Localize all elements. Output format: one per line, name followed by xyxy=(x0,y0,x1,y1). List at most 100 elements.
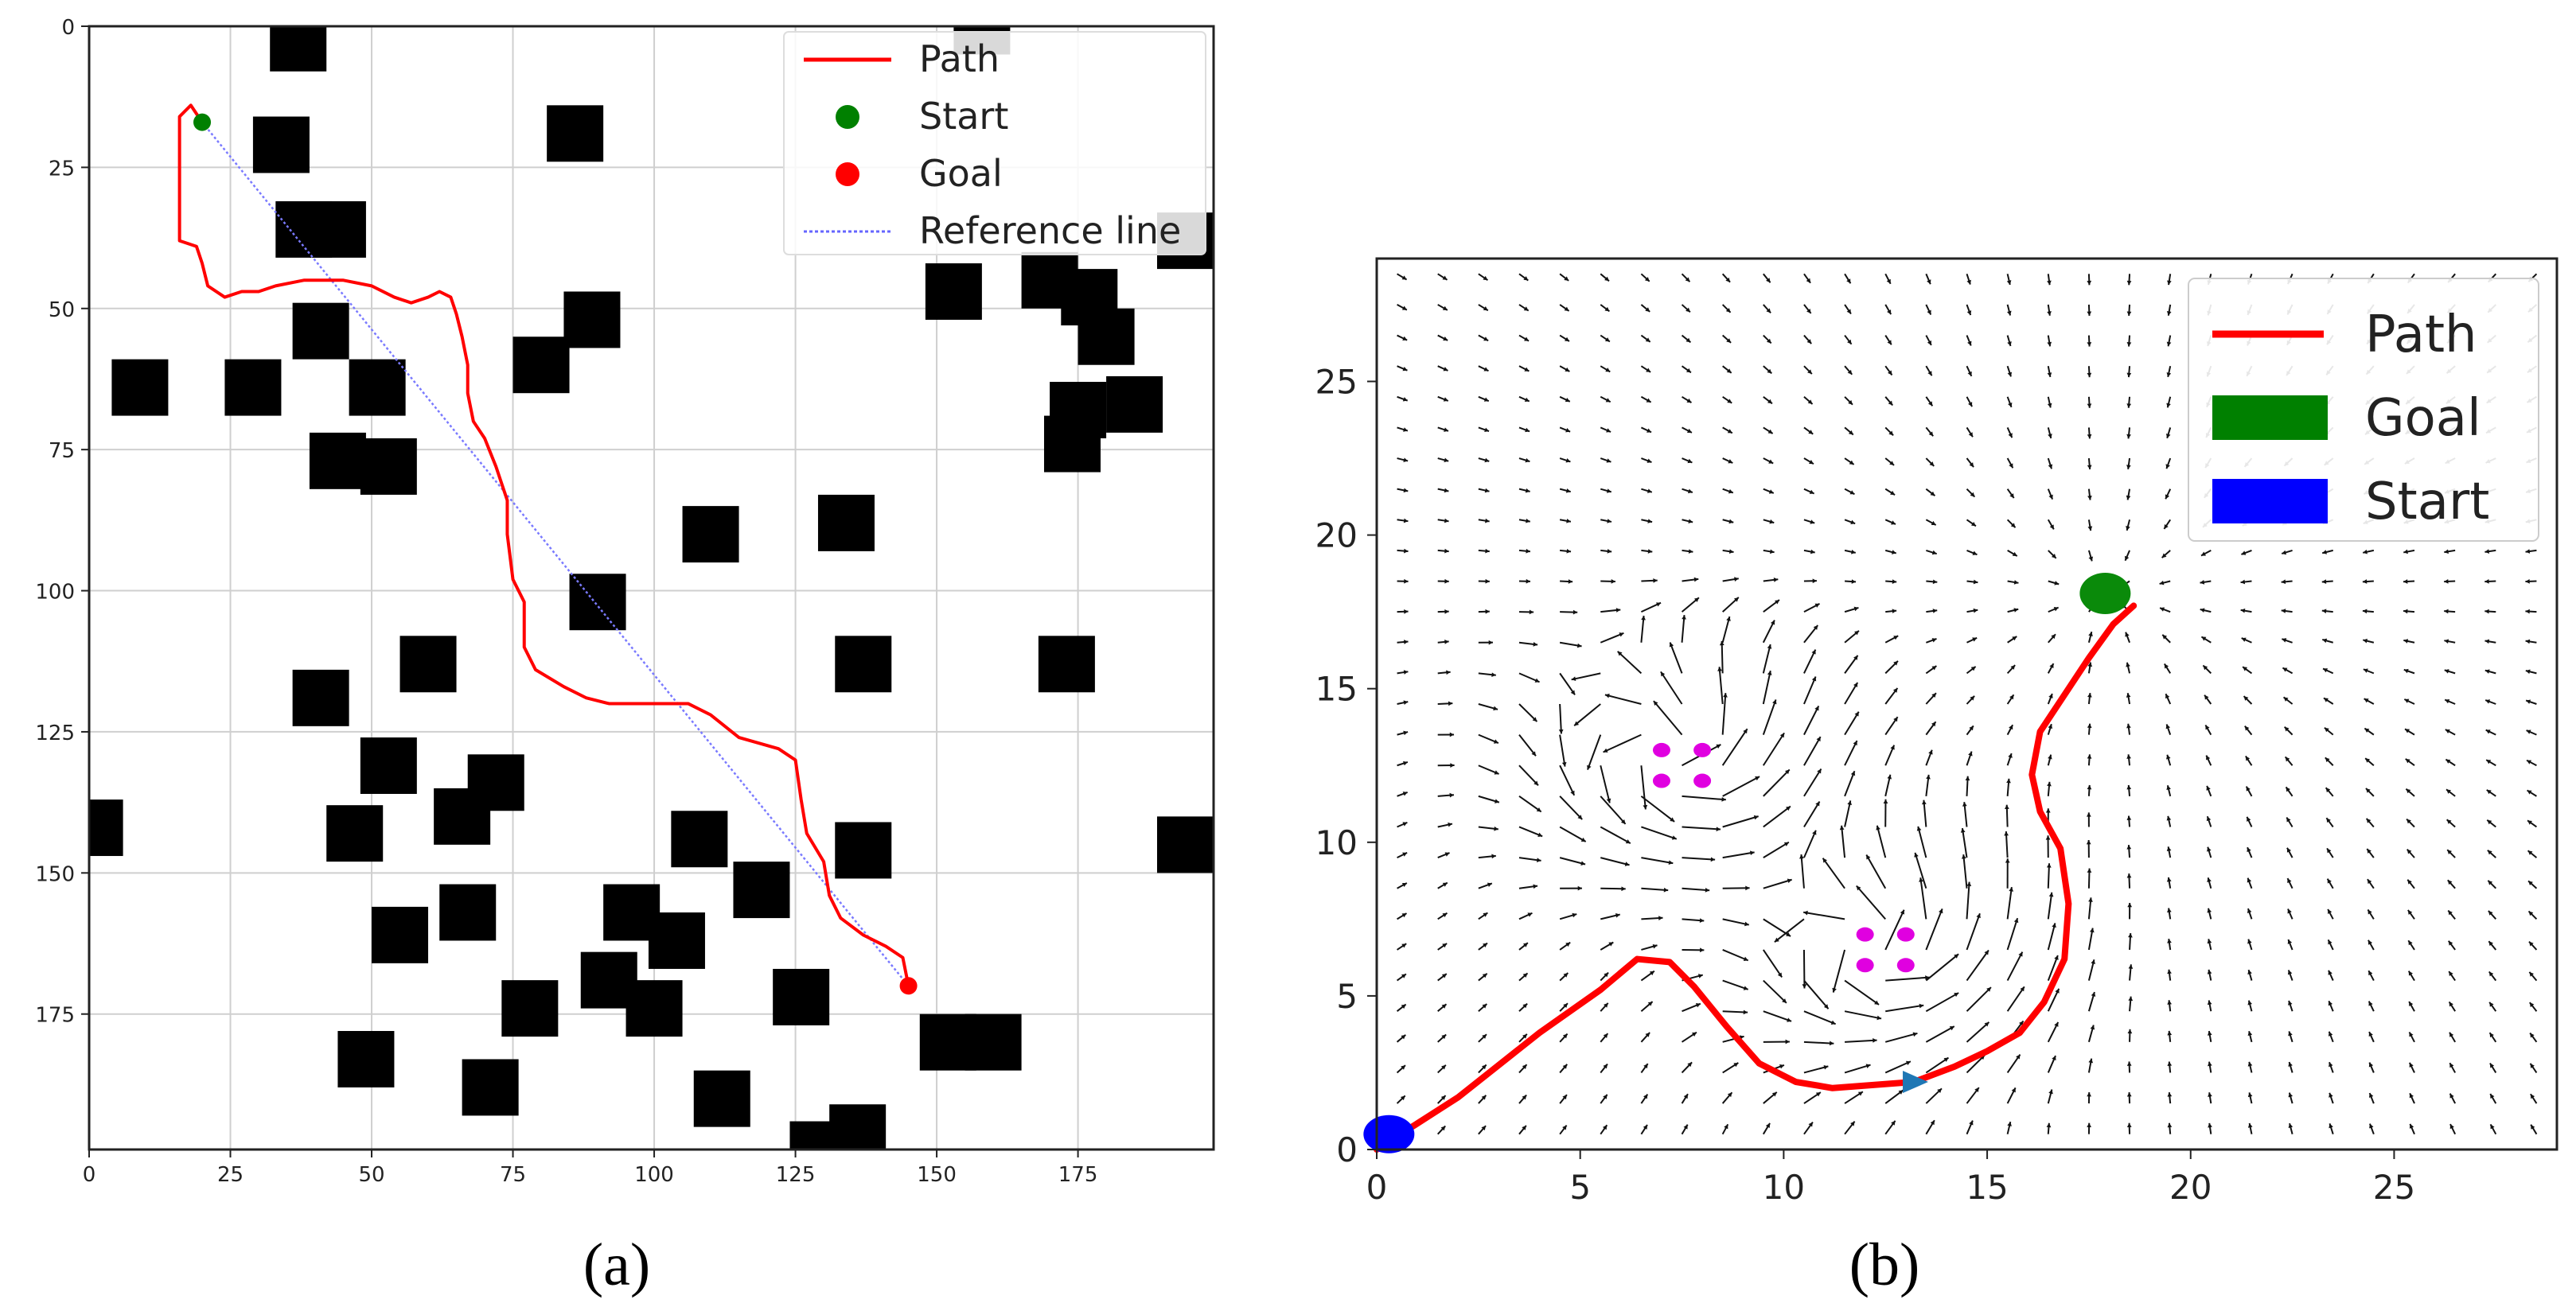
field-arrowhead xyxy=(1734,577,1739,582)
field-arrow xyxy=(1559,826,1587,842)
field-arrow xyxy=(1559,857,1586,866)
field-arrowhead xyxy=(1768,489,1774,494)
field-arrowhead xyxy=(1402,822,1408,827)
field-arrowhead xyxy=(2484,579,2489,584)
field-arrowhead xyxy=(2087,723,2092,729)
field-arrowhead xyxy=(2201,551,2207,556)
field-arrowhead xyxy=(1524,337,1530,341)
field-arrowhead xyxy=(1522,1125,1526,1130)
field-arrowhead xyxy=(1587,764,1592,770)
field-arrowhead xyxy=(2203,665,2208,671)
field-arrowhead xyxy=(1603,1094,1608,1099)
field-arrowhead xyxy=(1525,427,1530,433)
field-arrowhead xyxy=(1849,460,1854,465)
field-arrowhead xyxy=(1526,578,1530,584)
obstacle xyxy=(925,263,982,320)
field-arrowhead xyxy=(1401,1004,1406,1010)
field-arrowhead xyxy=(1562,1033,1568,1039)
field-arrowhead xyxy=(2008,433,2013,438)
field-arrowhead xyxy=(1563,972,1569,978)
field-arrowhead xyxy=(2329,1123,2333,1129)
field-arrowhead xyxy=(1850,519,1856,525)
field-arrow xyxy=(1722,979,1748,990)
field-arrow xyxy=(1600,796,1627,825)
field-arrowhead xyxy=(1932,579,1938,585)
field-arrowhead xyxy=(1810,519,1815,524)
field-arrowhead xyxy=(1693,577,1699,582)
field-arrow xyxy=(1925,908,1943,951)
field-arrowhead xyxy=(1558,729,1564,734)
field-arrowhead xyxy=(1566,518,1571,523)
field-arrowhead xyxy=(2087,662,2093,667)
field-arrowhead xyxy=(2045,835,2051,840)
caption-a: (a) xyxy=(583,1231,650,1298)
field-arrowhead xyxy=(1522,1064,1527,1069)
obstacle-marker xyxy=(1693,742,1712,757)
field-arrowhead xyxy=(2368,909,2372,915)
obstacle xyxy=(1038,636,1095,693)
b-legend-label: Start xyxy=(2365,473,2489,531)
field-arrowhead xyxy=(2126,434,2131,439)
field-arrowhead xyxy=(2126,495,2131,500)
field-arrowhead xyxy=(1483,275,1488,281)
field-arrowhead xyxy=(1444,548,1449,554)
field-arrowhead xyxy=(1888,370,1892,375)
field-arrowhead xyxy=(1488,640,1493,645)
obstacle xyxy=(270,26,327,72)
field-arrowhead xyxy=(1974,1087,1979,1092)
field-arrow xyxy=(1803,676,1817,705)
field-arrowhead xyxy=(1533,642,1538,647)
field-arrowhead xyxy=(1606,488,1611,493)
field-arrowhead xyxy=(2286,787,2290,792)
field-arrowhead xyxy=(2328,939,2332,945)
field-arrowhead xyxy=(2288,1000,2293,1006)
field-arrowhead xyxy=(1646,368,1651,372)
field-arrowhead xyxy=(1402,792,1408,796)
field-arrow xyxy=(1722,851,1755,859)
field-arrow xyxy=(1925,992,1959,1013)
field-arrow xyxy=(1641,826,1678,840)
field-arrow xyxy=(1841,825,1846,858)
panel-a-chart: 0 25 50 75 100 125 150 175 0 25 50 75 100 125 150 175 P… xyxy=(35,16,1215,1187)
field-arrowhead xyxy=(2048,464,2053,469)
field-arrowhead xyxy=(1450,763,1455,768)
b-xtick-label: 15 xyxy=(1966,1168,2008,1207)
field-arrowhead xyxy=(1522,943,1528,947)
field-arrowhead xyxy=(2247,1122,2253,1128)
field-arrowhead xyxy=(2012,636,2017,641)
field-arrowhead xyxy=(2127,1029,2133,1034)
field-arrowhead xyxy=(1403,457,1409,462)
b-ytick-label: 25 xyxy=(1315,362,1358,401)
field-arrowhead xyxy=(2126,784,2132,790)
field-arrowhead xyxy=(1782,998,1787,1003)
obstacle xyxy=(252,116,310,173)
field-arrowhead xyxy=(2087,526,2093,531)
field-arrowhead xyxy=(1966,279,1971,285)
field-arrowhead xyxy=(1768,459,1774,464)
field-arrow xyxy=(1762,732,1785,766)
obstacle xyxy=(111,359,169,416)
field-arrowhead xyxy=(1443,397,1448,402)
field-arrowhead xyxy=(2525,549,2531,554)
field-arrowhead xyxy=(1565,942,1571,947)
field-arrowhead xyxy=(2447,880,2453,885)
field-arrow xyxy=(1803,706,1820,736)
field-arrowhead xyxy=(1847,369,1853,375)
field-arrowhead xyxy=(1572,609,1578,615)
field-arrowhead xyxy=(1812,578,1817,584)
field-arrow xyxy=(1966,1021,1990,1043)
field-arrowhead xyxy=(1726,368,1732,373)
a-ytick-label: 50 xyxy=(49,298,75,322)
field-arrowhead xyxy=(2365,758,2371,763)
caption-b: (b) xyxy=(1849,1231,1920,1298)
field-arrowhead xyxy=(1561,761,1567,767)
obstacle xyxy=(625,980,683,1037)
field-arrowhead xyxy=(2006,280,2012,285)
panel-a-path-layer xyxy=(177,103,910,986)
field-arrowhead xyxy=(2128,996,2134,1002)
field-arrowhead xyxy=(2282,550,2287,555)
field-arrowhead xyxy=(2444,639,2449,644)
field-arrowhead xyxy=(2126,873,2132,878)
field-arrowhead xyxy=(1814,706,1819,711)
field-arrowhead xyxy=(1854,711,1859,717)
